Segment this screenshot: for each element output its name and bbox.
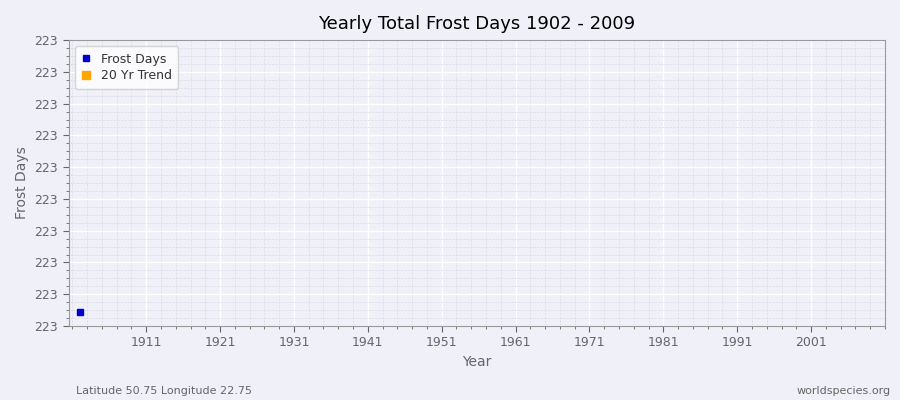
Text: Latitude 50.75 Longitude 22.75: Latitude 50.75 Longitude 22.75 — [76, 386, 253, 396]
Title: Yearly Total Frost Days 1902 - 2009: Yearly Total Frost Days 1902 - 2009 — [319, 15, 635, 33]
Legend: Frost Days, 20 Yr Trend: Frost Days, 20 Yr Trend — [75, 46, 178, 89]
Y-axis label: Frost Days: Frost Days — [15, 147, 29, 220]
Text: worldspecies.org: worldspecies.org — [796, 386, 891, 396]
X-axis label: Year: Year — [462, 355, 491, 369]
